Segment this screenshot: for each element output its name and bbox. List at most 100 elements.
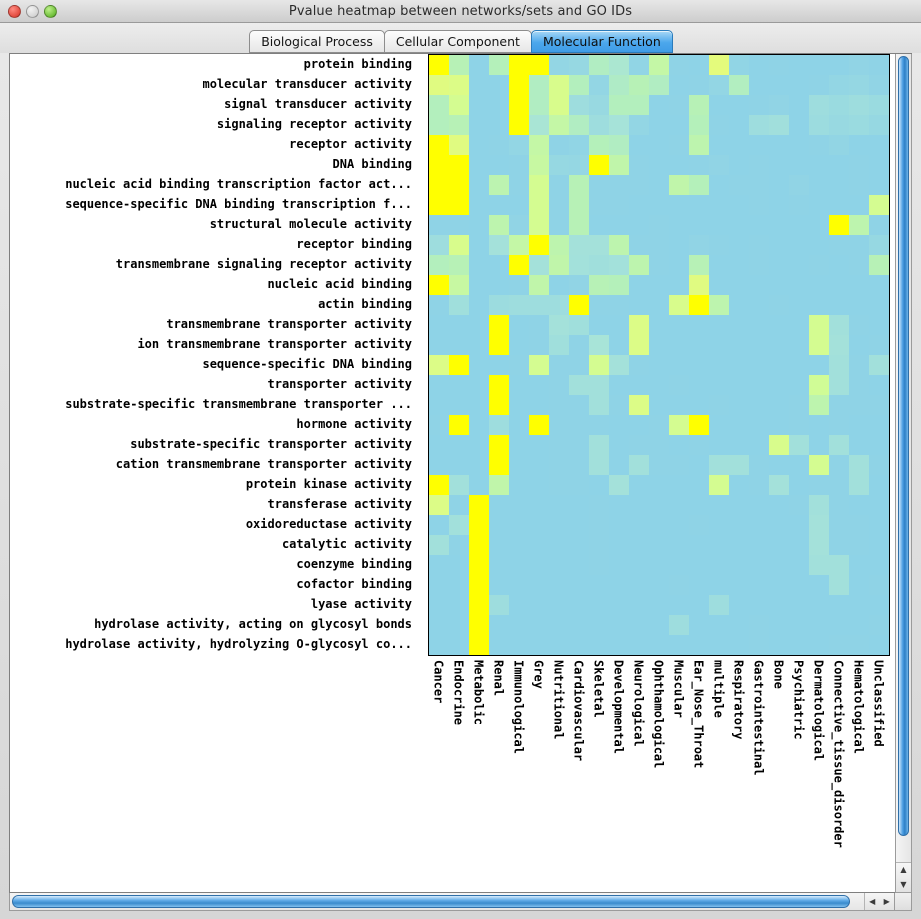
heatmap-cell[interactable] bbox=[629, 455, 649, 475]
heatmap-cell[interactable] bbox=[509, 595, 529, 615]
heatmap-cell[interactable] bbox=[549, 455, 569, 475]
heatmap-cell[interactable] bbox=[549, 335, 569, 355]
heatmap-cell[interactable] bbox=[629, 295, 649, 315]
heatmap-cell[interactable] bbox=[449, 115, 469, 135]
heatmap-cell[interactable] bbox=[869, 555, 889, 575]
heatmap-cell[interactable] bbox=[809, 335, 829, 355]
heatmap-cell[interactable] bbox=[689, 555, 709, 575]
heatmap-cell[interactable] bbox=[449, 255, 469, 275]
heatmap-cell[interactable] bbox=[789, 535, 809, 555]
heatmap-cell[interactable] bbox=[529, 135, 549, 155]
heatmap-cell[interactable] bbox=[589, 315, 609, 335]
heatmap-cell[interactable] bbox=[529, 275, 549, 295]
heatmap-cell[interactable] bbox=[689, 115, 709, 135]
heatmap-cell[interactable] bbox=[849, 155, 869, 175]
heatmap-cell[interactable] bbox=[869, 155, 889, 175]
heatmap-cell[interactable] bbox=[489, 535, 509, 555]
heatmap-cell[interactable] bbox=[609, 235, 629, 255]
heatmap-cell[interactable] bbox=[649, 455, 669, 475]
heatmap-cell[interactable] bbox=[769, 475, 789, 495]
heatmap-cell[interactable] bbox=[849, 475, 869, 495]
heatmap-cell[interactable] bbox=[809, 635, 829, 655]
heatmap-cell[interactable] bbox=[829, 635, 849, 655]
heatmap-cell[interactable] bbox=[809, 95, 829, 115]
heatmap-cell[interactable] bbox=[729, 215, 749, 235]
heatmap-cell[interactable] bbox=[809, 215, 829, 235]
heatmap-cell[interactable] bbox=[529, 575, 549, 595]
heatmap-cell[interactable] bbox=[629, 595, 649, 615]
heatmap-cell[interactable] bbox=[449, 295, 469, 315]
heatmap-cell[interactable] bbox=[449, 215, 469, 235]
heatmap-cell[interactable] bbox=[689, 175, 709, 195]
heatmap-cell[interactable] bbox=[669, 255, 689, 275]
heatmap-cell[interactable] bbox=[469, 595, 489, 615]
heatmap-cell[interactable] bbox=[789, 195, 809, 215]
heatmap-cell[interactable] bbox=[489, 175, 509, 195]
heatmap-cell[interactable] bbox=[669, 115, 689, 135]
heatmap-cell[interactable] bbox=[769, 395, 789, 415]
heatmap-cell[interactable] bbox=[809, 275, 829, 295]
heatmap-cell[interactable] bbox=[469, 475, 489, 495]
heatmap-cell[interactable] bbox=[849, 235, 869, 255]
heatmap-cell[interactable] bbox=[609, 355, 629, 375]
heatmap-cell[interactable] bbox=[869, 55, 889, 75]
heatmap-cell[interactable] bbox=[589, 635, 609, 655]
heatmap-cell[interactable] bbox=[849, 315, 869, 335]
heatmap-cell[interactable] bbox=[429, 595, 449, 615]
heatmap-cell[interactable] bbox=[749, 75, 769, 95]
heatmap-cell[interactable] bbox=[609, 115, 629, 135]
heatmap-cell[interactable] bbox=[729, 155, 749, 175]
heatmap-cell[interactable] bbox=[769, 95, 789, 115]
heatmap-cell[interactable] bbox=[569, 55, 589, 75]
heatmap-cell[interactable] bbox=[869, 275, 889, 295]
heatmap-cell[interactable] bbox=[509, 415, 529, 435]
heatmap-cell[interactable] bbox=[709, 175, 729, 195]
heatmap-cell[interactable] bbox=[729, 115, 749, 135]
heatmap-cell[interactable] bbox=[729, 455, 749, 475]
heatmap-cell[interactable] bbox=[649, 495, 669, 515]
heatmap-cell[interactable] bbox=[769, 315, 789, 335]
heatmap-cell[interactable] bbox=[449, 155, 469, 175]
heatmap-cell[interactable] bbox=[789, 315, 809, 335]
heatmap-cell[interactable] bbox=[709, 315, 729, 335]
heatmap-cell[interactable] bbox=[649, 275, 669, 295]
heatmap-cell[interactable] bbox=[689, 475, 709, 495]
heatmap-cell[interactable] bbox=[549, 95, 569, 115]
tab-molecular-function[interactable]: Molecular Function bbox=[530, 30, 673, 53]
heatmap-cell[interactable] bbox=[749, 435, 769, 455]
heatmap-cell[interactable] bbox=[689, 495, 709, 515]
heatmap-cell[interactable] bbox=[609, 335, 629, 355]
heatmap-cell[interactable] bbox=[429, 535, 449, 555]
heatmap-cell[interactable] bbox=[589, 295, 609, 315]
heatmap-cell[interactable] bbox=[589, 535, 609, 555]
heatmap-cell[interactable] bbox=[769, 55, 789, 75]
heatmap-cell[interactable] bbox=[589, 75, 609, 95]
heatmap-cell[interactable] bbox=[529, 215, 549, 235]
heatmap-cell[interactable] bbox=[709, 595, 729, 615]
heatmap-cell[interactable] bbox=[829, 315, 849, 335]
heatmap-cell[interactable] bbox=[569, 255, 589, 275]
heatmap-cell[interactable] bbox=[509, 355, 529, 375]
heatmap-cell[interactable] bbox=[629, 235, 649, 255]
heatmap-cell[interactable] bbox=[649, 555, 669, 575]
heatmap-cell[interactable] bbox=[869, 215, 889, 235]
heatmap-cell[interactable] bbox=[649, 95, 669, 115]
heatmap-cell[interactable] bbox=[809, 195, 829, 215]
heatmap-cell[interactable] bbox=[689, 215, 709, 235]
heatmap-cell[interactable] bbox=[789, 235, 809, 255]
heatmap-cell[interactable] bbox=[869, 475, 889, 495]
heatmap-cell[interactable] bbox=[549, 135, 569, 155]
heatmap-cell[interactable] bbox=[509, 215, 529, 235]
heatmap-cell[interactable] bbox=[629, 475, 649, 495]
heatmap-cell[interactable] bbox=[749, 295, 769, 315]
heatmap-cell[interactable] bbox=[689, 235, 709, 255]
heatmap-cell[interactable] bbox=[689, 415, 709, 435]
heatmap-cell[interactable] bbox=[629, 95, 649, 115]
heatmap-cell[interactable] bbox=[869, 75, 889, 95]
heatmap-cell[interactable] bbox=[489, 215, 509, 235]
heatmap-cell[interactable] bbox=[609, 595, 629, 615]
heatmap-cell[interactable] bbox=[489, 475, 509, 495]
heatmap-cell[interactable] bbox=[429, 555, 449, 575]
heatmap-cell[interactable] bbox=[709, 635, 729, 655]
heatmap-cell[interactable] bbox=[709, 475, 729, 495]
